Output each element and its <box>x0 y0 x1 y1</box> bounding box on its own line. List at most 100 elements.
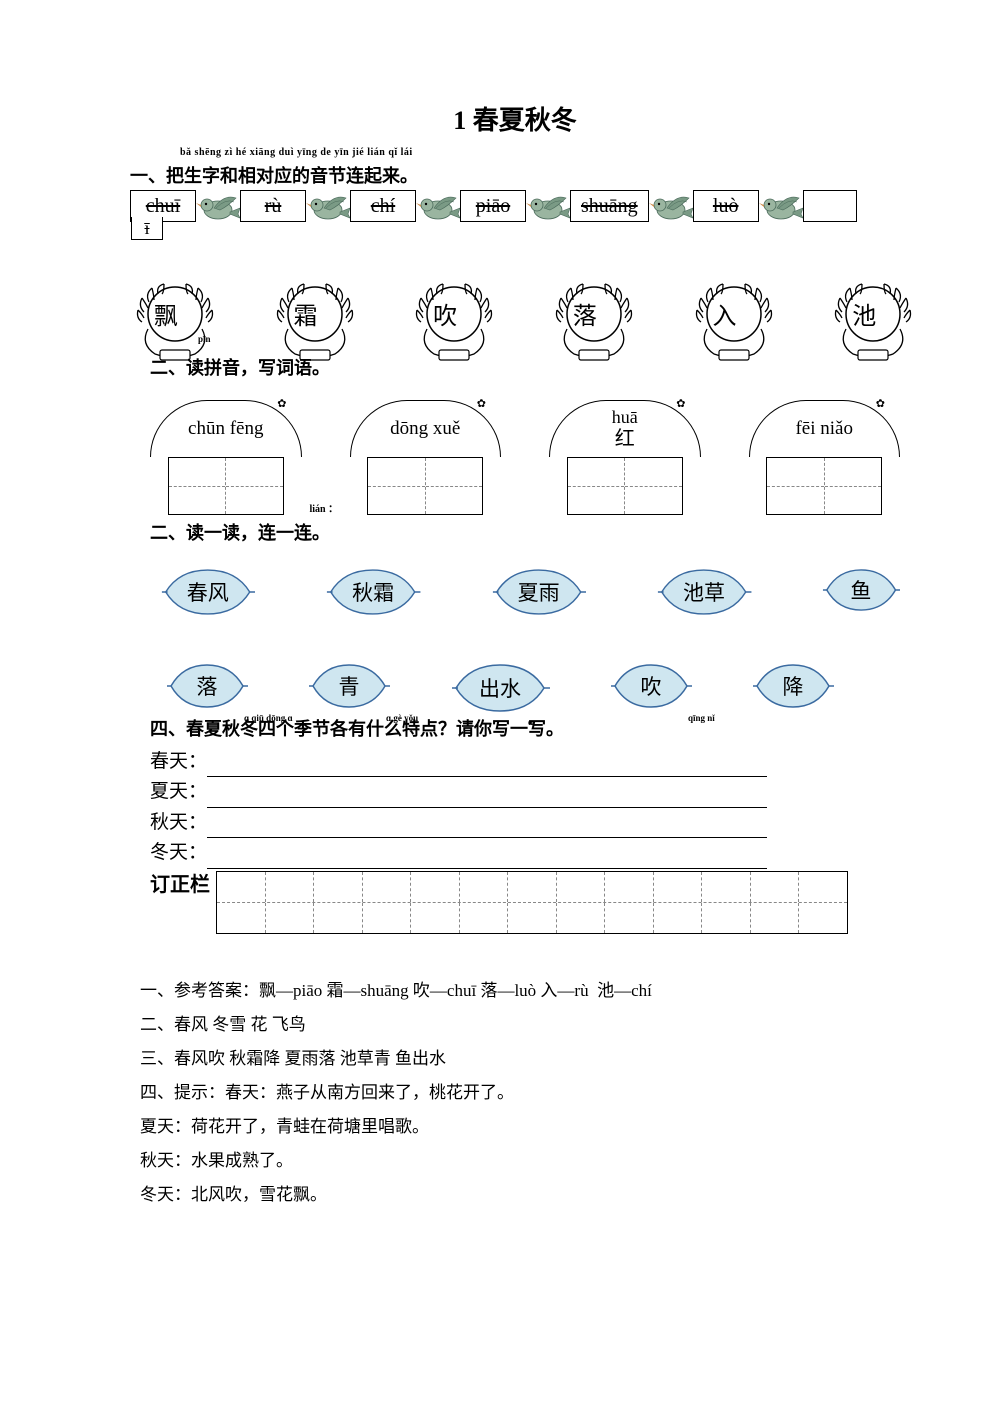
correction-cell[interactable] <box>751 903 800 933</box>
pinyin-box: piāo <box>460 190 526 222</box>
correction-row: 订正栏 <box>150 871 900 934</box>
correction-cell[interactable] <box>217 903 266 933</box>
mushroom-grid[interactable] <box>168 457 284 515</box>
correction-cell[interactable] <box>557 872 606 902</box>
wreath-char: 吹 <box>409 296 481 331</box>
correction-cell[interactable] <box>411 903 460 933</box>
correction-cell[interactable] <box>605 872 654 902</box>
leaf-text: 夏雨 <box>491 567 586 617</box>
correction-cell[interactable] <box>605 903 654 933</box>
pinyin-box: chuī ī <box>130 190 196 222</box>
answer-line: 一、参考答案：飘—piāo 霜—shuāng 吹—chuī 落—luò 入—rù… <box>140 974 900 1008</box>
wreath-item: 吹 <box>409 274 481 364</box>
mushroom-grid[interactable] <box>567 457 683 515</box>
answer-line: 秋天：水果成熟了。 <box>140 1144 900 1178</box>
section1-ruby: bǎ shēng zì hé xiāng duì yīng de yīn jié… <box>180 147 900 158</box>
wreath-row: 飘 pīn 霜 吹 落入 池 <box>130 274 900 364</box>
section4-heading: 四、春夏秋冬四个季节各有什么特点？请你写一写。 <box>150 715 900 741</box>
pinyin-box: luò <box>693 190 759 222</box>
mushroom-item: ✿dōng xuělián ： <box>350 400 502 515</box>
season-line: 冬天： <box>150 838 900 868</box>
lian-label: lián ： <box>310 500 339 515</box>
correction-cell[interactable] <box>751 872 800 902</box>
mushroom-item: ✿fēi niǎo <box>749 400 901 515</box>
section2-heading: 二、读拼音，写词语。 <box>150 354 900 380</box>
correction-cell[interactable] <box>460 903 509 933</box>
correction-grid[interactable] <box>216 871 848 934</box>
pinyin-box-empty <box>803 190 857 222</box>
mushroom-grid[interactable] <box>766 457 882 515</box>
pinyin-box: chí <box>350 190 416 222</box>
correction-cell[interactable] <box>557 903 606 933</box>
correction-cell[interactable] <box>217 872 266 902</box>
mushroom-item: ✿huā红 <box>549 400 701 515</box>
correction-cell[interactable] <box>508 903 557 933</box>
answer-line: 夏天：荷花开了，青蛙在荷塘里唱歌。 <box>140 1110 900 1144</box>
cap-decoration-icon: ✿ <box>876 397 885 410</box>
wreath-item: 池 <box>828 274 900 364</box>
bird-icon <box>647 188 695 224</box>
leaf-text: 降 <box>752 663 834 709</box>
pinyin-text: chuī <box>146 195 180 217</box>
bird-icon <box>194 188 242 224</box>
leaf-text: 青 <box>308 663 390 709</box>
answer-line: 二、春风 冬雪 花 飞鸟 <box>140 1008 900 1042</box>
leaf-row-1: 春风 秋霜 夏雨 池草 鱼 <box>160 567 900 617</box>
wreath-item: 入 <box>689 274 761 364</box>
correction-cell[interactable] <box>314 903 363 933</box>
bird-icon <box>524 188 572 224</box>
fill-lines: 春天： 夏天： 秋天： 冬天： <box>150 747 900 869</box>
leaf-item: 秋霜 <box>325 567 420 617</box>
correction-cell[interactable] <box>799 903 847 933</box>
mushroom-grid[interactable] <box>367 457 483 515</box>
page-title: 1 春夏秋冬 <box>130 100 900 137</box>
correction-cell[interactable] <box>411 872 460 902</box>
season-line: 夏天： <box>150 777 900 807</box>
section3-heading: 二、读一读，连一连。 <box>150 519 900 545</box>
season-label: 春天： <box>150 751 207 772</box>
correction-cell[interactable] <box>702 903 751 933</box>
season-label: 秋天： <box>150 812 207 833</box>
season-line: 秋天： <box>150 808 900 838</box>
bird-icon <box>304 188 352 224</box>
cap-decoration-icon: ✿ <box>676 397 685 410</box>
correction-cell[interactable] <box>460 872 509 902</box>
leaf-item: 夏雨 <box>491 567 586 617</box>
leaf-item: 吹qīng nǐ <box>610 663 692 709</box>
cap-decoration-icon: ✿ <box>277 397 286 410</box>
mushroom-row: ✿chūn fēng ✿dōng xuělián ： ✿huā红 ✿fēi niǎo <box>150 400 900 515</box>
wreath-item: 落 <box>549 274 621 364</box>
correction-cell[interactable] <box>363 872 412 902</box>
leaf-item: 鱼 <box>822 567 900 613</box>
correction-cell[interactable] <box>799 872 847 902</box>
correction-cell[interactable] <box>363 903 412 933</box>
correction-cell[interactable] <box>654 903 703 933</box>
blank-line[interactable] <box>207 868 767 869</box>
season-line: 春天： <box>150 747 900 777</box>
correction-cell[interactable] <box>266 872 315 902</box>
wreath-char: 飘 <box>130 296 202 331</box>
leaf-text: 落 <box>166 663 248 709</box>
mushroom-cap: ✿chūn fēng <box>150 400 302 457</box>
correction-cell[interactable] <box>314 872 363 902</box>
pinyin-box: shuāng <box>570 190 649 222</box>
tiny-pin-label: pīn <box>198 334 211 344</box>
answer-line: 四、提示：春天：燕子从南方回来了，桃花开了。 <box>140 1076 900 1110</box>
correction-cell[interactable] <box>654 872 703 902</box>
wreath-item: 霜 <box>270 274 342 364</box>
leaf-text: 鱼 <box>822 567 900 613</box>
answer-line: 冬天：北风吹，雪花飘。 <box>140 1178 900 1212</box>
correction-cell[interactable] <box>702 872 751 902</box>
wreath-char: 池 <box>828 296 900 331</box>
answers-block: 一、参考答案：飘—piāo 霜—shuāng 吹—chuī 落—luò 入—rù… <box>140 974 900 1212</box>
pinyin-row: chuī ī rù chí piāo shuāng luò <box>130 188 900 224</box>
leaf-item: 池草 <box>656 567 751 617</box>
correction-cell[interactable] <box>266 903 315 933</box>
bird-icon <box>757 188 805 224</box>
correction-cell[interactable] <box>508 872 557 902</box>
leaf-item: 降 <box>752 663 834 709</box>
leaf-text: 秋霜 <box>325 567 420 617</box>
bird-icon <box>414 188 462 224</box>
leaf-item: 春风 <box>160 567 255 617</box>
leaf-item: 青ɑ gè yǒu <box>308 663 390 709</box>
